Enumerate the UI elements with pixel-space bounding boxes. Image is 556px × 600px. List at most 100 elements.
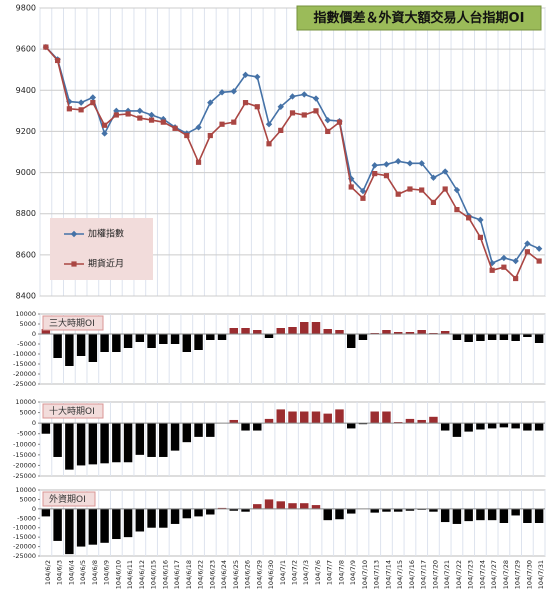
- bar: [112, 334, 121, 352]
- marker: [489, 267, 495, 273]
- bar: [159, 508, 168, 528]
- x-tick-label: 104/7/3: [302, 560, 310, 585]
- marker: [536, 258, 542, 264]
- bar: [405, 332, 415, 334]
- marker: [66, 98, 73, 105]
- bar: [206, 508, 215, 515]
- bar: [241, 423, 250, 431]
- marker: [55, 57, 61, 64]
- marker: [184, 132, 190, 139]
- bar: [76, 334, 86, 356]
- marker: [136, 107, 144, 115]
- y-tick-label: -10000: [13, 524, 36, 532]
- bar: [206, 334, 215, 340]
- bar: [264, 334, 274, 338]
- bar: [534, 508, 544, 523]
- x-tick-label: 104/7/28: [502, 560, 510, 589]
- x-tick-label: 104/7/17: [420, 560, 428, 589]
- marker: [265, 121, 273, 128]
- marker: [78, 107, 84, 113]
- marker: [301, 91, 308, 98]
- bar: [346, 334, 356, 348]
- bar: [300, 503, 309, 509]
- marker: [77, 99, 85, 106]
- bar: [487, 423, 497, 429]
- bar: [429, 416, 438, 424]
- bar: [534, 423, 544, 431]
- bar: [147, 334, 156, 348]
- marker: [454, 207, 460, 213]
- marker: [524, 240, 531, 247]
- y-tick-label: 9400: [16, 86, 36, 95]
- bar: [53, 423, 62, 457]
- x-tick-label: 104/7/31: [537, 560, 545, 589]
- x-tick-label: 104/7/10: [361, 560, 369, 589]
- y-tick-label: -20000: [13, 461, 36, 469]
- marker: [137, 115, 143, 121]
- x-tick-label: 104/6/30: [267, 560, 275, 589]
- marker: [101, 122, 108, 128]
- marker: [394, 158, 402, 165]
- y-tick-label: -10000: [13, 350, 36, 358]
- y-tick-label: -15000: [13, 451, 36, 459]
- marker: [207, 132, 213, 139]
- x-tick-label: 104/7/27: [490, 560, 498, 589]
- bar: [300, 322, 309, 334]
- y-tick-label: 10000: [15, 310, 36, 318]
- bar: [405, 418, 415, 424]
- marker: [195, 124, 202, 131]
- marker: [477, 234, 484, 240]
- x-tick-label: 104/7/8: [337, 560, 345, 585]
- marker: [372, 171, 378, 177]
- panel-title-box: [42, 403, 104, 419]
- bar: [382, 330, 391, 334]
- bar: [499, 334, 509, 340]
- y-tick-label: 9600: [16, 45, 36, 54]
- bar: [440, 331, 450, 334]
- bar: [65, 334, 74, 366]
- marker: [524, 249, 530, 255]
- x-tick-label: 104/7/29: [514, 560, 522, 589]
- x-tick-label: 104/6/10: [114, 560, 122, 589]
- bar: [76, 508, 86, 547]
- x-tick-label: 104/6/22: [197, 560, 205, 589]
- x-tick-label: 104/6/3: [56, 560, 64, 585]
- marker: [406, 160, 414, 167]
- marker: [324, 116, 331, 124]
- bar: [358, 423, 368, 425]
- marker: [207, 99, 214, 106]
- marker: [336, 119, 343, 125]
- bar: [100, 508, 109, 543]
- marker: [231, 119, 237, 125]
- y-tick-label: -5000: [17, 514, 36, 522]
- marker: [101, 130, 108, 137]
- bar: [382, 411, 391, 424]
- bar: [147, 508, 156, 528]
- bar: [476, 508, 485, 521]
- marker: [43, 44, 49, 50]
- x-tick-label: 104/6/17: [173, 560, 181, 589]
- bar: [123, 508, 133, 538]
- y-tick-label: -20000: [13, 543, 36, 551]
- marker: [359, 187, 367, 195]
- bar: [534, 334, 544, 343]
- x-tick-label: 104/6/8: [91, 560, 99, 585]
- chart-title: 指數價差＆外資大額交易人台指期OI: [314, 10, 525, 26]
- x-tick-label: 104/7/23: [467, 560, 475, 589]
- y-tick-label: 8600: [16, 250, 36, 259]
- marker: [254, 104, 260, 110]
- marker: [289, 110, 296, 116]
- y-tick-label: 0: [32, 505, 36, 513]
- legend-label: 加權指數: [88, 228, 124, 240]
- y-tick-label: -15000: [13, 360, 36, 368]
- bar: [288, 327, 297, 334]
- bar: [53, 508, 62, 541]
- bar: [100, 423, 109, 464]
- bar: [194, 508, 203, 517]
- bar: [464, 508, 473, 522]
- bar: [417, 419, 426, 424]
- legend-marker: [70, 230, 78, 238]
- panel-title: 三大時期OI: [49, 317, 95, 329]
- marker: [278, 127, 284, 133]
